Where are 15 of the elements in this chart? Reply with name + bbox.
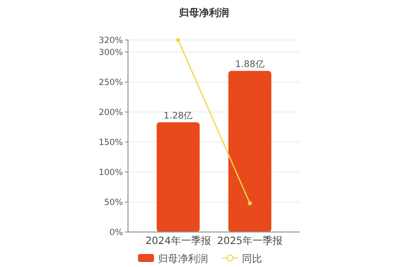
chart-title: 归母净利润 — [178, 7, 229, 19]
y-tick-label: 0% — [110, 228, 123, 238]
data-label: 1.88亿 — [235, 58, 264, 70]
y-tick-label: 300% — [98, 48, 123, 58]
data-label: 1.28亿 — [164, 110, 193, 122]
x-tick-label: 2024年一季报 — [145, 235, 211, 247]
legend-label: 归母净利润 — [158, 253, 208, 265]
y-tick-label: 320% — [98, 36, 123, 46]
y-tick-label: 150% — [98, 138, 123, 148]
x-tick-label: 2025年一季报 — [217, 235, 283, 247]
legend-label: 同比 — [242, 253, 262, 265]
y-tick-label: 50% — [104, 198, 123, 208]
y-tick-label: 250% — [98, 78, 123, 88]
y-tick-label: 200% — [98, 108, 123, 118]
y-tick-label: 100% — [98, 168, 123, 178]
